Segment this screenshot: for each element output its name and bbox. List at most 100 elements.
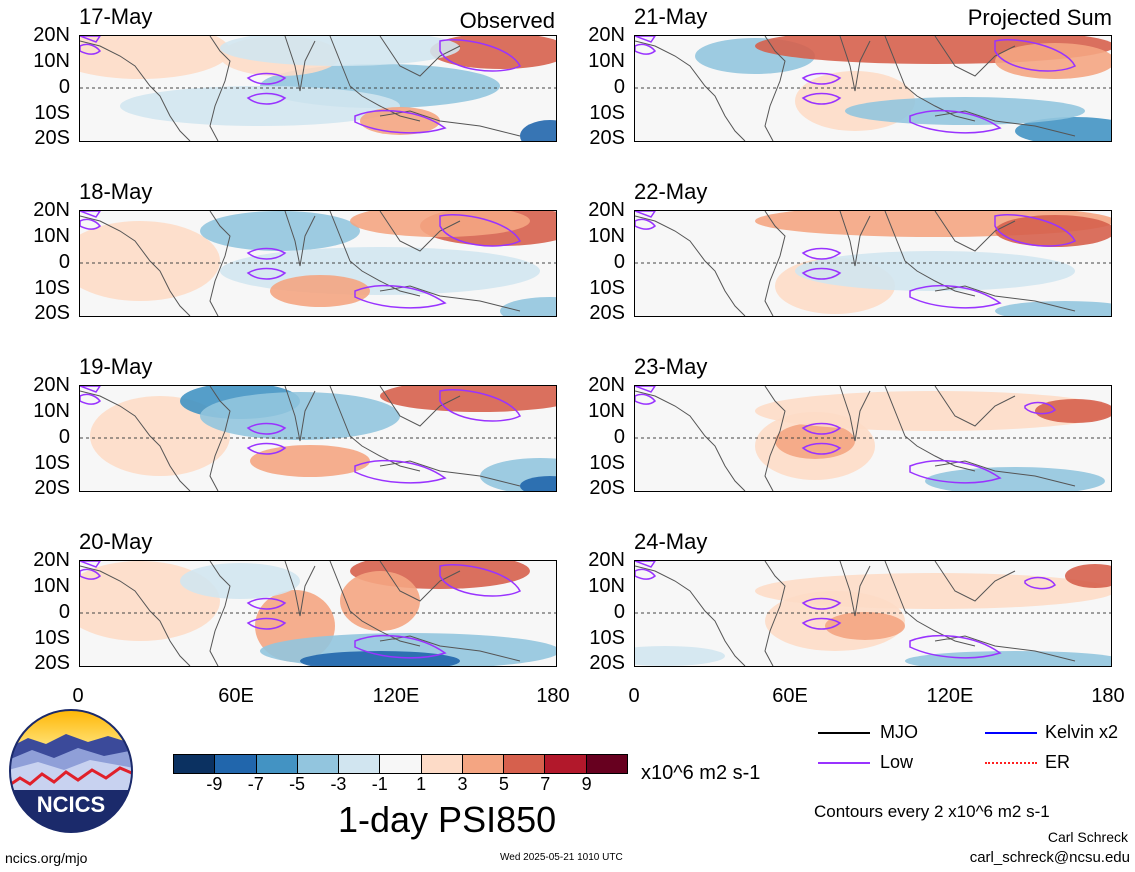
colorbar-units: x10^6 m2 s-1	[641, 762, 761, 784]
map-panel-right-0	[634, 35, 1112, 142]
legend-low-label: Low	[880, 752, 914, 772]
map-panel-left-2	[79, 385, 557, 492]
panel-date-right-1: 22-May	[634, 179, 708, 204]
lon-label-right-180: 180	[1091, 685, 1125, 707]
panel-date-left-2: 19-May	[79, 354, 153, 379]
lat-label-right-3-0: 20N	[588, 549, 625, 571]
colorbar-tick-6: 3	[457, 774, 468, 794]
lat-label-right-1-2: 0	[613, 251, 625, 273]
lat-label-left-3-3: 10S	[34, 627, 70, 649]
lat-label-left-3-0: 20N	[33, 549, 70, 571]
ncics-logo: NCICS	[8, 708, 134, 834]
lat-label-right-1-4: 20S	[589, 302, 625, 324]
colorbar-swatch-6	[421, 755, 463, 773]
panel-date-right-2: 23-May	[634, 354, 708, 379]
lat-label-right-0-0: 20N	[588, 24, 625, 46]
lat-label-right-0-4: 20S	[589, 127, 625, 149]
lat-label-right-2-1: 10N	[588, 400, 625, 422]
colorbar-tick-7: 5	[498, 774, 509, 794]
legend-kelvin-line	[985, 732, 1037, 734]
lat-label-left-0-4: 20S	[34, 127, 70, 149]
map-panel-right-1	[634, 210, 1112, 317]
map-panel-left-3	[79, 560, 557, 667]
lat-label-left-2-3: 10S	[34, 452, 70, 474]
lat-label-left-2-1: 10N	[33, 400, 70, 422]
panel-date-left-3: 20-May	[79, 529, 153, 554]
lat-label-right-3-4: 20S	[589, 652, 625, 674]
lat-label-right-2-0: 20N	[588, 374, 625, 396]
colorbar-swatch-3	[297, 755, 340, 773]
lat-label-left-0-2: 0	[58, 76, 70, 98]
colorbar-swatch-2	[256, 755, 298, 773]
lat-label-left-1-3: 10S	[34, 277, 70, 299]
lat-label-left-2-2: 0	[58, 426, 70, 448]
lat-label-left-1-2: 0	[58, 251, 70, 273]
colorbar-tick-8: 7	[540, 774, 551, 794]
colorbar-swatch-1	[215, 755, 257, 773]
colorbar-swatch-9	[545, 755, 587, 773]
map-panel-right-3	[634, 560, 1112, 667]
lat-label-left-2-4: 20S	[34, 477, 70, 499]
logo-text: NCICS	[37, 792, 105, 817]
colorbar-tick-5: 1	[416, 774, 427, 794]
author-email: carl_schreck@ncsu.edu	[969, 849, 1130, 866]
colorbar-tick-0: -9	[206, 774, 223, 794]
map-panel-left-0	[79, 35, 557, 142]
panel-date-left-0: 17-May	[79, 4, 153, 29]
lon-label-right-60e: 60E	[772, 685, 808, 707]
observed-title: Observed	[459, 8, 555, 33]
lat-label-left-1-4: 20S	[34, 302, 70, 324]
timestamp: Wed 2025-05-21 1010 UTC	[500, 852, 623, 863]
panel-date-right-0: 21-May	[634, 4, 708, 29]
contours-note: Contours every 2 x10^6 m2 s-1	[814, 802, 1050, 821]
website-link[interactable]: ncics.org/mjo	[5, 850, 88, 866]
lat-label-right-2-2: 0	[613, 426, 625, 448]
legend-er-line	[985, 762, 1037, 764]
lat-label-left-3-4: 20S	[34, 652, 70, 674]
legend-kelvin-label: Kelvin x2	[1045, 722, 1119, 742]
colorbar-swatch-10	[586, 755, 627, 773]
lat-label-left-0-1: 10N	[33, 50, 70, 72]
colorbar	[173, 754, 628, 774]
lat-label-left-3-1: 10N	[33, 575, 70, 597]
legend-er-label: ER	[1045, 752, 1071, 772]
lat-label-right-2-4: 20S	[589, 477, 625, 499]
colorbar-swatch-0	[174, 755, 216, 773]
colorbar-tick-2: -5	[289, 774, 306, 794]
colorbar-tick-1: -7	[247, 774, 264, 794]
lon-label-left-60e: 60E	[218, 685, 254, 707]
colorbar-tick-4: -1	[371, 774, 388, 794]
lat-label-right-0-3: 10S	[589, 102, 625, 124]
colorbar-swatch-4	[339, 755, 381, 773]
lon-label-left-120e: 120E	[372, 685, 420, 707]
lat-label-left-3-2: 0	[58, 601, 70, 623]
figure-title: 1-day PSI850	[338, 799, 557, 840]
map-panel-right-2	[634, 385, 1112, 492]
colorbar-swatch-8	[504, 755, 546, 773]
lat-label-right-3-3: 10S	[589, 627, 625, 649]
panel-date-left-1: 18-May	[79, 179, 153, 204]
lat-label-right-3-1: 10N	[588, 575, 625, 597]
colorbar-tick-3: -3	[330, 774, 347, 794]
lat-label-left-2-0: 20N	[33, 374, 70, 396]
projected-sum-title: Projected Sum	[967, 5, 1112, 30]
lat-label-right-1-1: 10N	[588, 225, 625, 247]
lat-label-right-3-2: 0	[613, 601, 625, 623]
lat-label-left-1-1: 10N	[33, 225, 70, 247]
lon-label-right-120e: 120E	[926, 685, 974, 707]
lon-label-right-0: 0	[628, 685, 640, 707]
lat-label-left-0-3: 10S	[34, 102, 70, 124]
colorbar-swatch-7	[462, 755, 505, 773]
lon-label-left-180: 180	[536, 685, 570, 707]
colorbar-swatch-5	[380, 755, 422, 773]
colorbar-tick-9: 9	[581, 774, 592, 794]
lat-label-right-0-1: 10N	[588, 50, 625, 72]
legend-mjo-label: MJO	[880, 722, 918, 742]
lat-label-right-2-3: 10S	[589, 452, 625, 474]
lat-label-right-1-0: 20N	[588, 199, 625, 221]
legend-low-line	[818, 762, 870, 764]
legend-mjo-line	[818, 732, 870, 734]
author-name: Carl Schreck	[1047, 829, 1128, 845]
lat-label-left-0-0: 20N	[33, 24, 70, 46]
lat-label-left-1-0: 20N	[33, 199, 70, 221]
